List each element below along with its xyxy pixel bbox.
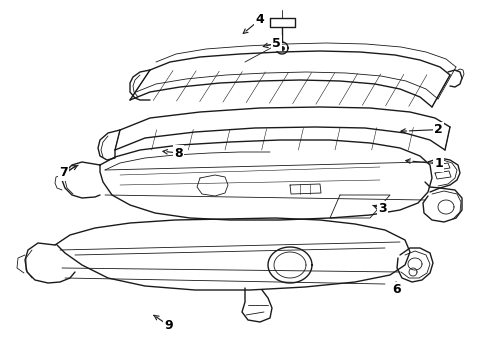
Text: 8: 8 [174,147,183,159]
Text: 6: 6 [392,283,401,296]
Text: 2: 2 [434,123,443,136]
Text: 1: 1 [434,157,443,170]
Text: 4: 4 [255,13,264,26]
Text: 5: 5 [272,37,281,50]
Text: 7: 7 [59,166,68,179]
Text: 9: 9 [165,319,173,332]
Text: 3: 3 [378,202,387,215]
